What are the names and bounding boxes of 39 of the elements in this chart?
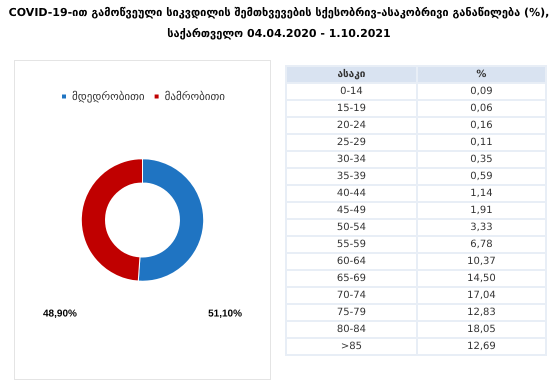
category-label: 40-44 (286, 185, 417, 202)
data-label: 18,05 (416, 321, 546, 338)
text: ასაკი (286, 66, 417, 83)
category-label: 20-24 (286, 117, 417, 134)
category-label: 30-34 (286, 151, 417, 168)
data-label: 14,50 (416, 270, 546, 287)
data-label: 12,83 (416, 304, 546, 321)
text: COVID-19-ით გამოწვეული სიკვდილის შემთხვევების სქესობრივ-ასაკობრივი განაწილება (%), საქართველო 04.04.2020 - 1.10.2021 (8, 5, 550, 42)
data-label: 6,78 (416, 236, 546, 253)
category-label: >85 (286, 338, 417, 355)
category-label: 75-79 (286, 304, 417, 321)
data-label: 0,59 (416, 168, 546, 185)
data-label: 10,37 (416, 253, 546, 270)
data-label: 1,14 (416, 185, 546, 202)
legend-label: მამრობითი (164, 90, 226, 103)
category-label: 65-69 (286, 270, 417, 287)
data-label: 3,33 (416, 219, 546, 236)
category-label: 35-39 (286, 168, 417, 185)
data-label: 1,91 (416, 202, 546, 219)
category-label: 50-54 (286, 219, 417, 236)
data-label: 0,09 (416, 83, 546, 100)
data-label: 51,10% (208, 308, 242, 320)
category-label: 15-19 (286, 100, 417, 117)
data-label: 48,90% (43, 308, 78, 320)
category-label: 0-14 (286, 83, 417, 100)
text: % (416, 66, 546, 83)
category-label: 25-29 (286, 134, 417, 151)
data-label: 0,06 (416, 100, 546, 117)
data-label: 0,11 (416, 134, 546, 151)
data-label: 17,04 (416, 287, 546, 304)
data-label: 0,16 (416, 117, 546, 134)
category-label: 70-74 (286, 287, 417, 304)
category-label: 60-64 (286, 253, 417, 270)
legend-label: მდედრობითი (72, 90, 145, 103)
category-label: 45-49 (286, 202, 417, 219)
category-label: 80-84 (286, 321, 417, 338)
data-label: 12,69 (416, 338, 546, 355)
category-label: 55-59 (286, 236, 417, 253)
data-label: 0,35 (416, 151, 546, 168)
